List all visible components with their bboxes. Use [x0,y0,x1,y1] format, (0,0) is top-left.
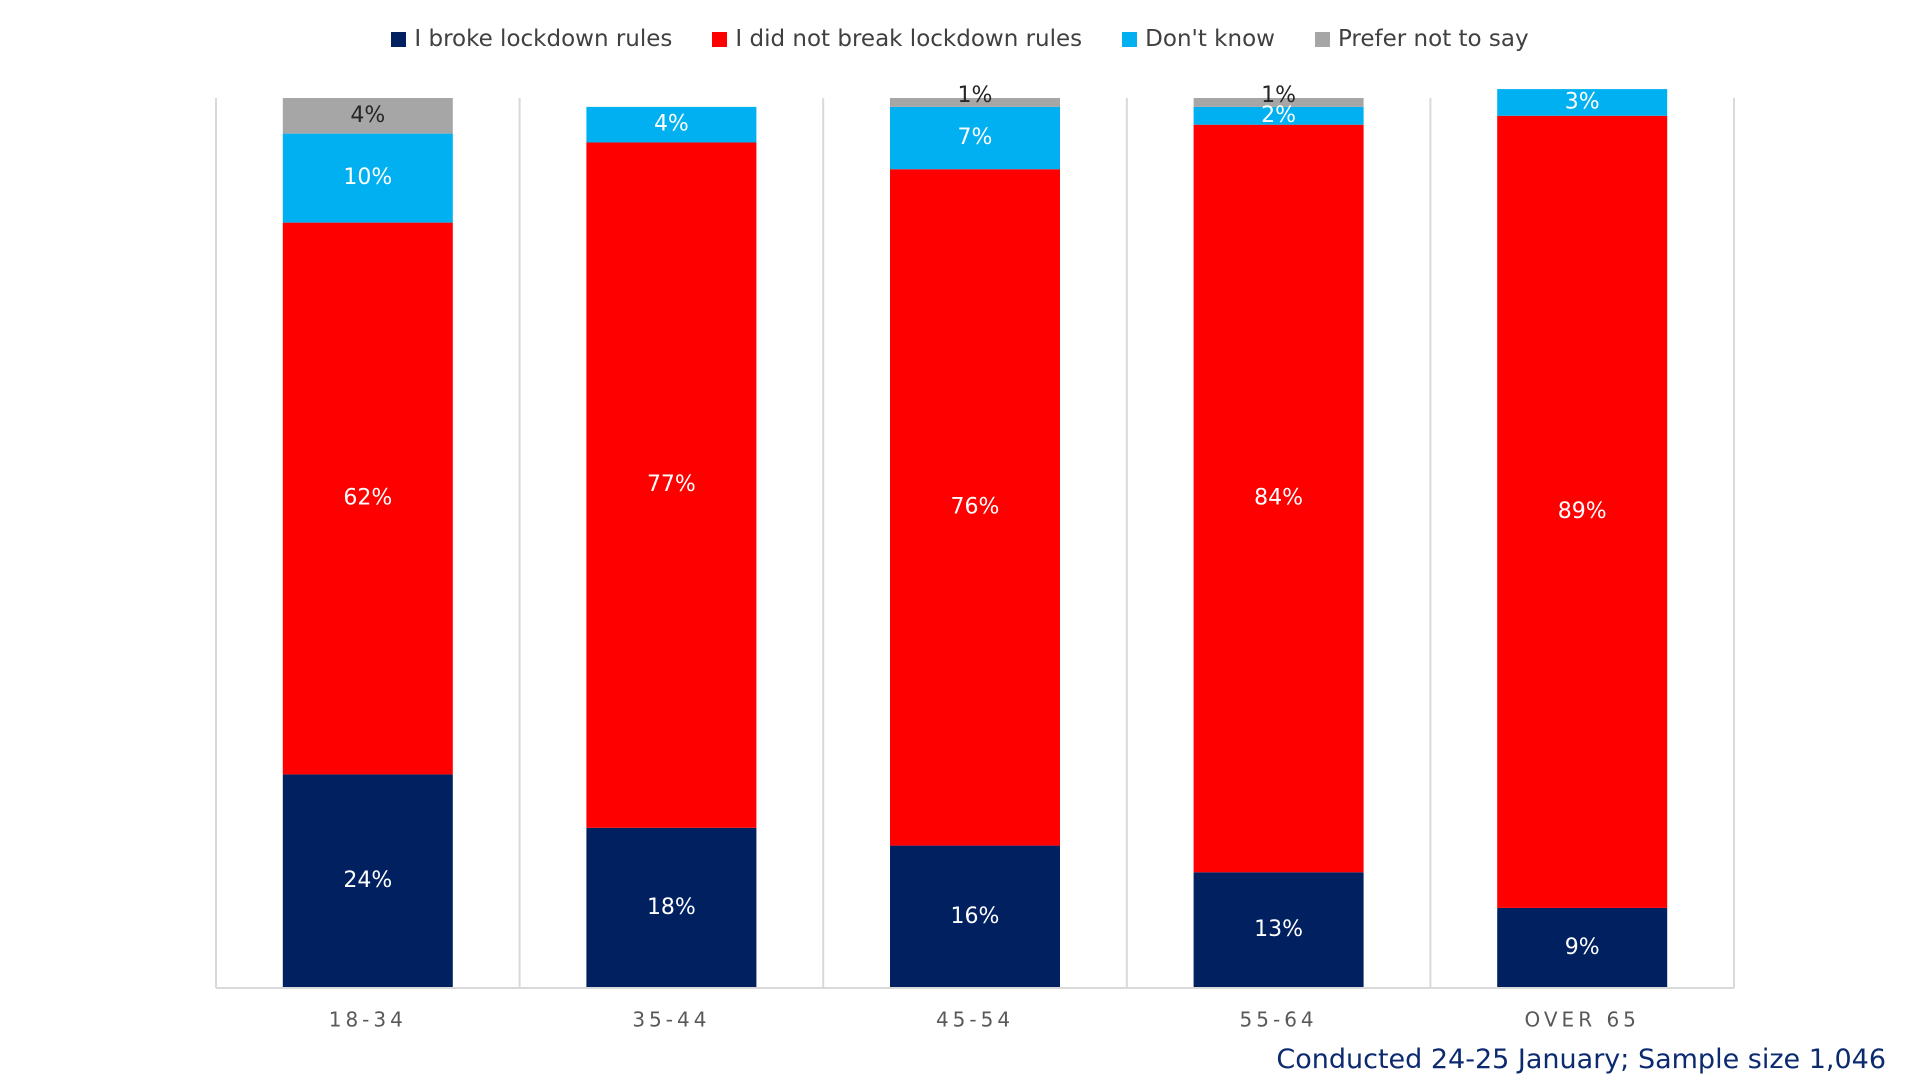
data-label: 84% [1254,486,1303,511]
data-label: 3% [1565,89,1600,114]
bar-segment [282,133,453,223]
legend-label: I broke lockdown rules [414,26,673,52]
legend-item-prefer-not-to-say: Prefer not to say [1314,26,1529,52]
bar-segment [1193,106,1364,125]
bar-segment [1193,98,1364,107]
data-label: 76% [951,494,1000,519]
data-label: 24% [343,868,392,893]
bar-segment [282,98,453,134]
bar-segment [282,222,453,775]
data-label: 62% [343,486,392,511]
legend-swatch [1314,31,1330,47]
legend-swatch [391,31,407,47]
x-tick-label: 35-44 [632,1008,710,1032]
bar-segment [890,98,1060,107]
legend-label: I did not break lockdown rules [735,26,1083,52]
data-label: 4% [350,103,385,128]
legend-label: Don't know [1145,26,1275,52]
legend-item-dont-know: Don't know [1122,26,1275,52]
bar-segment [586,827,757,988]
data-label: 13% [1254,917,1303,942]
bar-segment [1193,872,1364,988]
x-tick-label: 55-64 [1240,1008,1318,1032]
bar-segment [586,142,757,828]
data-label: 1% [958,83,993,108]
data-label: 10% [343,165,392,190]
x-tick-label: 18-34 [329,1008,407,1032]
bar-segment [1497,115,1668,908]
x-tick-label: 45-54 [936,1008,1014,1032]
bar-segment [1497,89,1668,116]
legend-item-broke: I broke lockdown rules [391,26,672,52]
legend-swatch [712,31,728,47]
bars [282,89,1668,988]
data-labels: 24%62%10%4%18%77%4%16%76%7%1%13%84%2%1%9… [343,83,1606,960]
legend: I broke lockdown rules I did not break l… [0,26,1920,52]
bar-segment [586,106,757,143]
bar-segment [282,774,453,988]
bar-segment [1193,124,1364,873]
data-label: 4% [654,112,689,137]
x-axis: 18-34 35-44 45-54 55-64 OVER 65 [216,987,1734,1032]
data-label: 2% [1261,103,1296,128]
data-label: 16% [951,904,1000,929]
bar-segment [890,845,1060,988]
data-label: 7% [958,125,993,150]
data-label: 1% [1261,83,1296,108]
footnote: Conducted 24-25 January; Sample size 1,0… [1276,1044,1886,1075]
data-label: 89% [1558,499,1607,524]
legend-label: Prefer not to say [1337,26,1529,52]
data-label: 77% [647,472,696,497]
legend-item-did-not-break: I did not break lockdown rules [712,26,1082,52]
category-dividers [215,98,1735,988]
bar-segment [1497,907,1668,988]
data-label: 9% [1565,935,1600,960]
legend-swatch [1122,31,1138,47]
x-tick-label: OVER 65 [1524,1008,1639,1032]
data-label: 18% [647,895,696,920]
bar-segment [890,106,1060,170]
bar-segment [890,169,1060,846]
